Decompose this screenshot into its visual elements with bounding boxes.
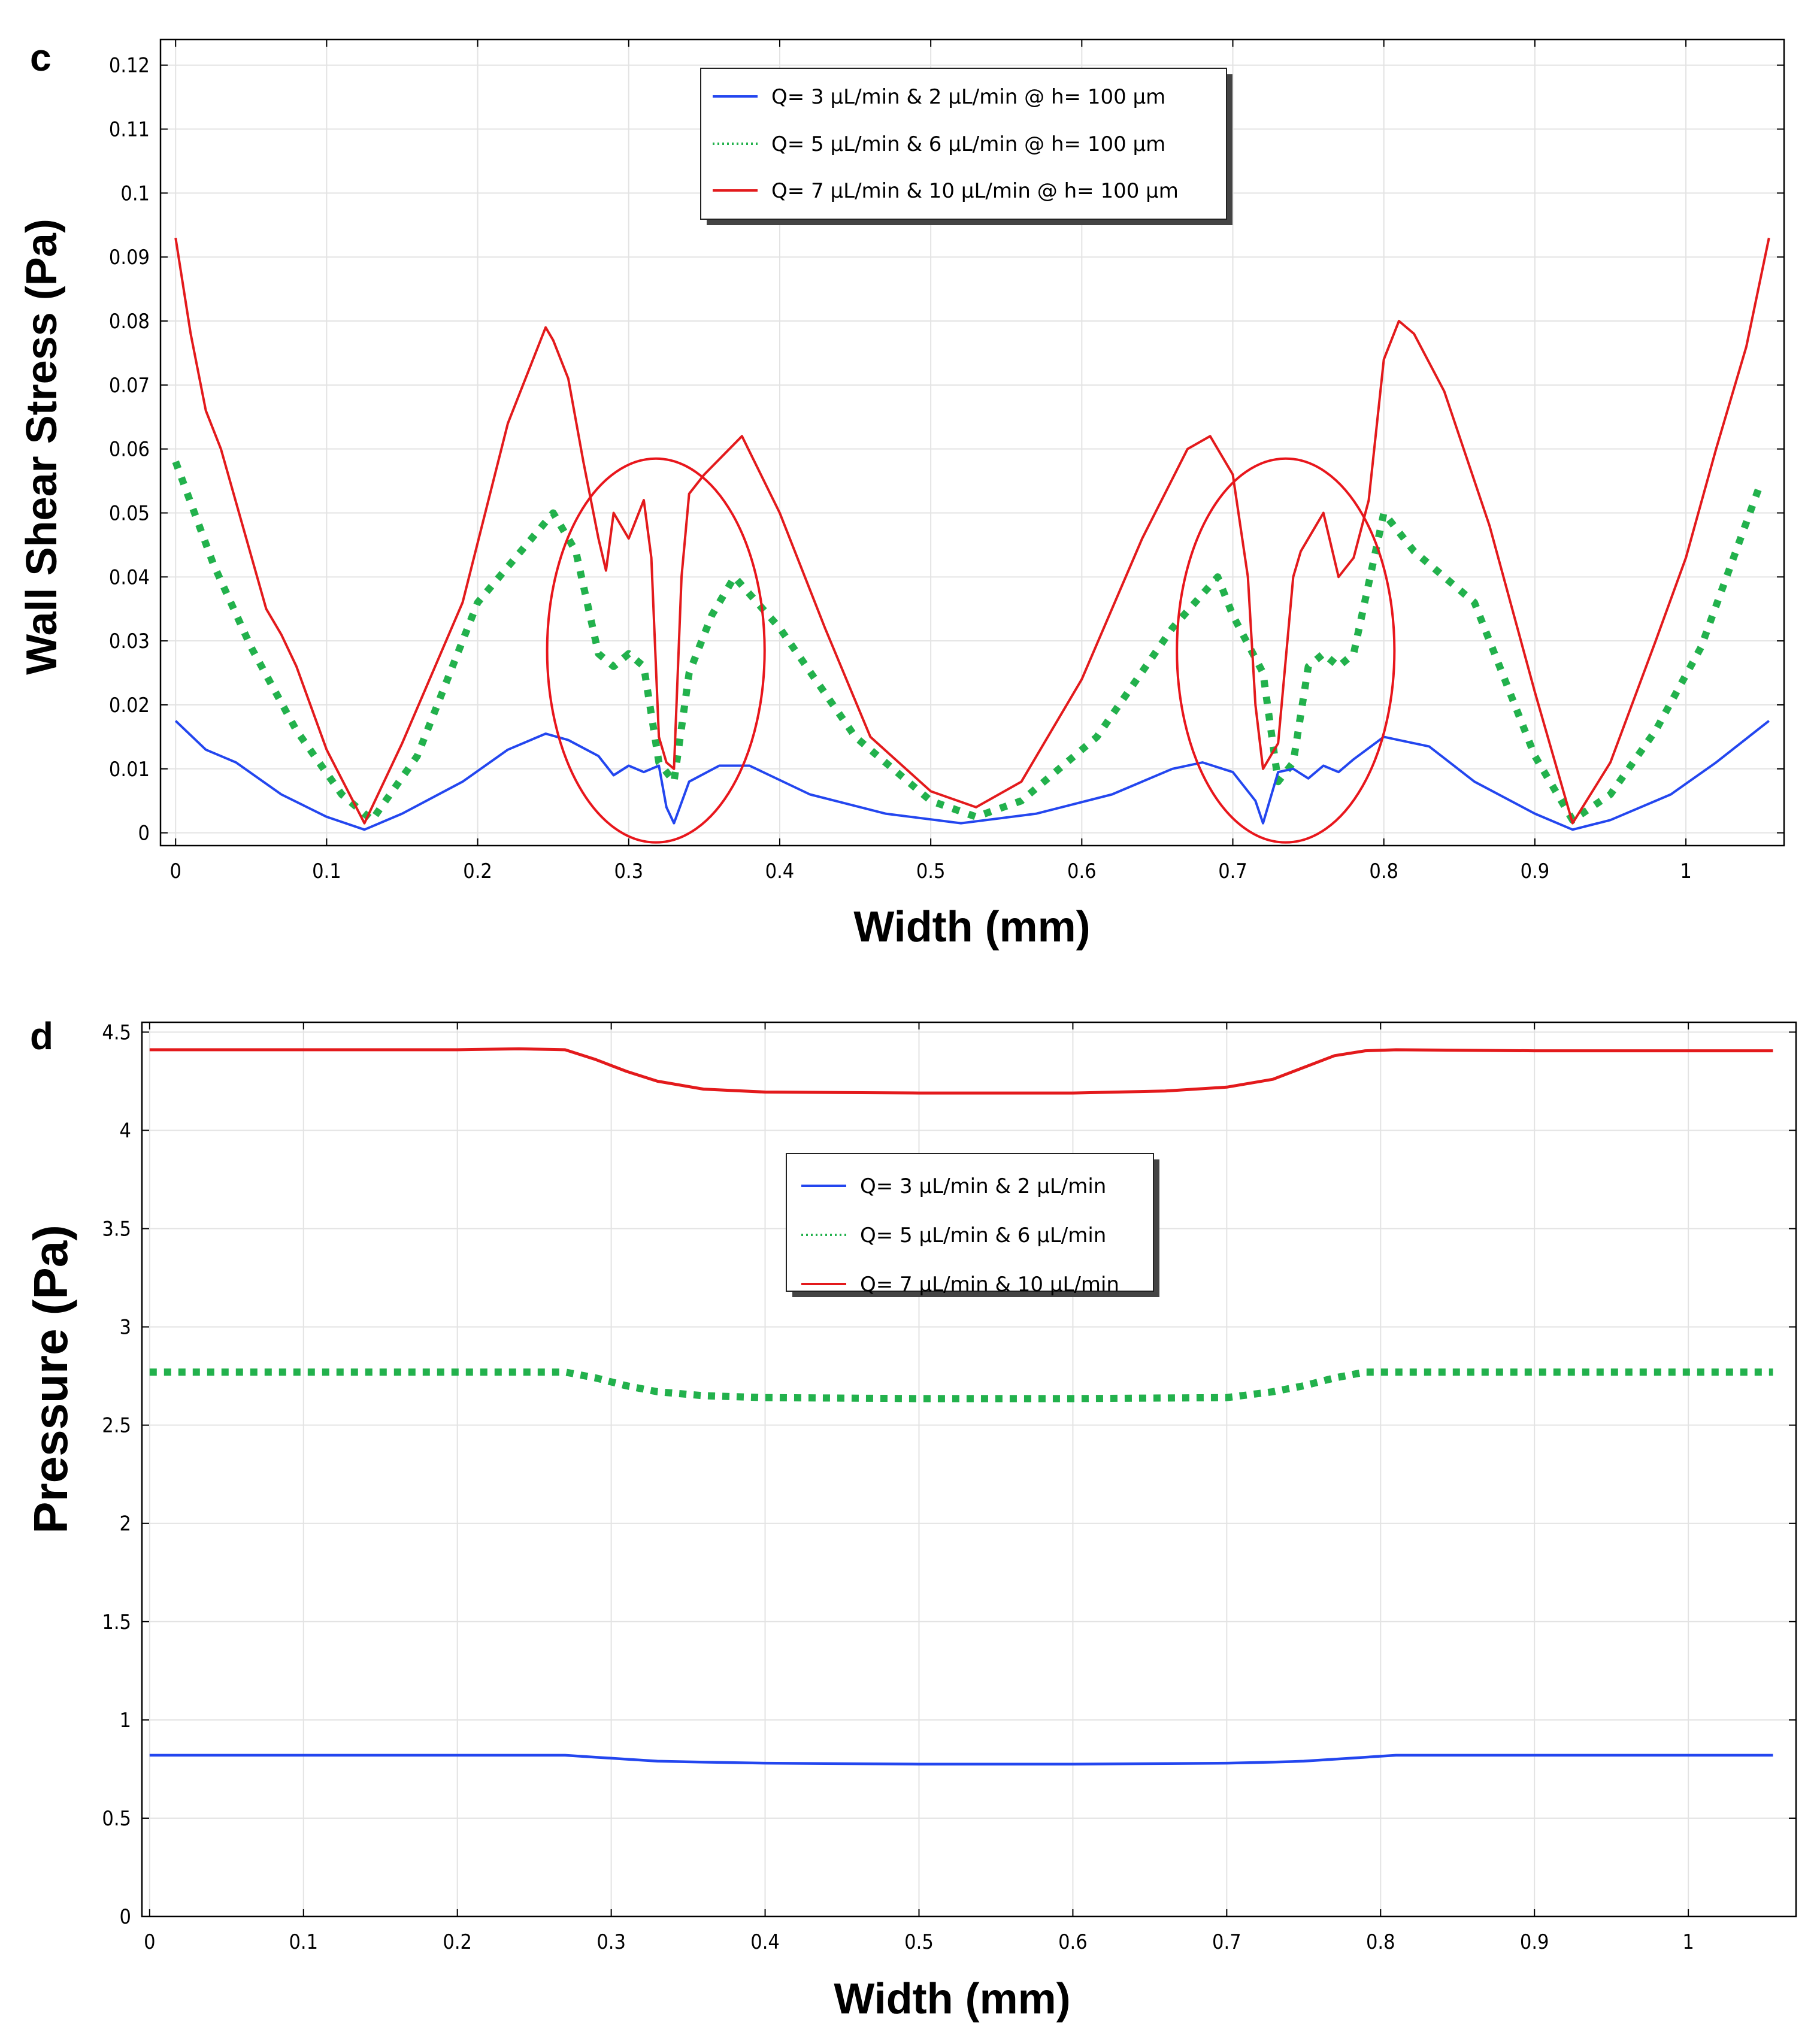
panel-d-y-axis-title: Pressure (Pa): [24, 1225, 77, 1534]
panel-c-y-ticks: 0 0.01 0.02 0.03 0.04 0.05 0.06 0.07 0.08 0.09 0.1…: [109, 54, 1784, 846]
panel-d-gridlines: [142, 1022, 1796, 1917]
series-line-green-dotted: [172, 460, 1765, 824]
legend-d-red-label: Q= 7 µL/min & 10 µL/min: [860, 1273, 1119, 1297]
panel-c-letter: c: [30, 36, 52, 79]
y-tick-label: 0: [120, 1905, 131, 1929]
legend-d-green-label: Q= 5 µL/min & 6 µL/min: [860, 1224, 1106, 1247]
x-tick-label: 0.6: [1058, 1930, 1088, 1954]
panel-d-letter: d: [30, 1014, 53, 1058]
x-tick-label: 0.7: [1212, 1930, 1241, 1954]
y-tick-label: 0.07: [109, 374, 150, 398]
y-tick-label: 0.03: [109, 629, 150, 653]
y-tick-label: 3: [120, 1316, 131, 1340]
panel-d-series: [149, 1047, 1773, 1765]
panel-c-x-axis-title: Width (mm): [853, 903, 1090, 951]
panel-c-x-ticks: 0 0.1 0.2 0.3 0.4 0.5 0.6 0.7 0.8 0.9 1: [169, 40, 1692, 883]
x-tick-label: 0.1: [312, 859, 341, 883]
highlight-ellipse: [546, 457, 766, 844]
y-tick-label: 0.01: [109, 758, 150, 782]
x-tick-label: 0.1: [289, 1930, 318, 1954]
y-tick-label: 0.12: [109, 54, 150, 78]
highlight-ellipse: [1176, 457, 1396, 844]
x-tick-label: 0: [169, 859, 181, 883]
panel-c-y-axis-title: Wall Shear Stress (Pa): [18, 219, 66, 675]
x-tick-label: 0.7: [1218, 859, 1247, 883]
y-tick-label: 2.5: [102, 1414, 131, 1438]
series-line-blue: [149, 1754, 1773, 1765]
x-tick-label: 0: [144, 1930, 155, 1954]
x-tick-label: 0.9: [1521, 859, 1550, 883]
panel-c-annotations: [546, 457, 1396, 844]
legend-c-blue-label: Q= 3 µL/min & 2 µL/min @ h= 100 µm: [771, 85, 1165, 109]
y-tick-label: 0.05: [109, 502, 150, 526]
x-tick-label: 1: [1682, 1930, 1694, 1954]
y-tick-label: 0: [138, 822, 150, 846]
y-tick-label: 0.02: [109, 694, 150, 717]
series-line-green-dotted: [149, 1368, 1773, 1403]
x-tick-label: 0.9: [1520, 1930, 1549, 1954]
y-tick-label: 1.5: [102, 1610, 131, 1634]
x-tick-label: 0.3: [596, 1930, 626, 1954]
x-tick-label: 0.5: [904, 1930, 934, 1954]
series-line-blue: [174, 720, 1770, 831]
y-tick-label: 2: [120, 1512, 131, 1536]
x-tick-label: 0.2: [443, 1930, 472, 1954]
y-tick-label: 1: [120, 1709, 131, 1733]
panel-c-legend-box: [700, 68, 1227, 220]
y-tick-label: 0.5: [102, 1807, 131, 1831]
y-tick-label: 4.5: [102, 1020, 131, 1044]
x-tick-label: 0.4: [765, 859, 795, 883]
panel-c-chart: c 0 0.1 0.2 0.3 0.4 0.5 0.6 0.7 0.8 0.9 1 0 0.01 0.0…: [18, 36, 1785, 951]
x-tick-label: 0.5: [916, 859, 946, 883]
x-tick-label: 0.4: [750, 1930, 780, 1954]
panel-d-x-ticks: 0 0.1 0.2 0.3 0.4 0.5 0.6 0.7 0.8 0.9 1: [144, 1022, 1694, 1954]
y-tick-label: 0.11: [109, 118, 150, 142]
x-tick-label: 1: [1680, 859, 1691, 883]
panel-d-legend-box: [786, 1153, 1154, 1292]
series-line-red: [174, 237, 1770, 825]
legend-d-blue-label: Q= 3 µL/min & 2 µL/min: [860, 1174, 1106, 1198]
y-tick-label: 0.06: [109, 438, 150, 462]
panel-c-plot-frame: [159, 38, 1785, 847]
y-tick-label: 3.5: [102, 1218, 131, 1241]
x-tick-label: 0.2: [463, 859, 492, 883]
x-tick-label: 0.3: [614, 859, 643, 883]
panel-c-legend: Q= 3 µL/min & 2 µL/min @ h= 100 µm Q= 5 …: [700, 68, 1232, 225]
panel-d-legend: Q= 3 µL/min & 2 µL/min Q= 5 µL/min & 6 µ…: [786, 1153, 1159, 1297]
panel-d-x-axis-title: Width (mm): [834, 1975, 1070, 2023]
legend-c-red-label: Q= 7 µL/min & 10 µL/min @ h= 100 µm: [771, 179, 1179, 203]
panel-d-plot-frame: [141, 1021, 1797, 1918]
panel-d-y-ticks: 0 0.5 1 1.5 2 2.5 3 3.5 4 4.5: [102, 1020, 1796, 1929]
x-tick-label: 0.8: [1369, 859, 1398, 883]
y-tick-label: 0.04: [109, 565, 150, 589]
y-tick-label: 0.1: [120, 181, 150, 205]
y-tick-label: 0.08: [109, 310, 150, 334]
legend-c-green-label: Q= 5 µL/min & 6 µL/min @ h= 100 µm: [771, 132, 1165, 156]
y-tick-label: 4: [120, 1119, 131, 1143]
x-tick-label: 0.6: [1067, 859, 1097, 883]
x-tick-label: 0.8: [1366, 1930, 1395, 1954]
y-tick-label: 0.09: [109, 246, 150, 269]
series-line-red: [149, 1047, 1773, 1095]
panel-d-chart: d 0 0.1 0.2 0.3 0.4 0.5 0.6 0.7 0.8 0.9 1 0 0.5 1 1.5…: [24, 1014, 1797, 2023]
panel-c-series: [172, 237, 1770, 831]
